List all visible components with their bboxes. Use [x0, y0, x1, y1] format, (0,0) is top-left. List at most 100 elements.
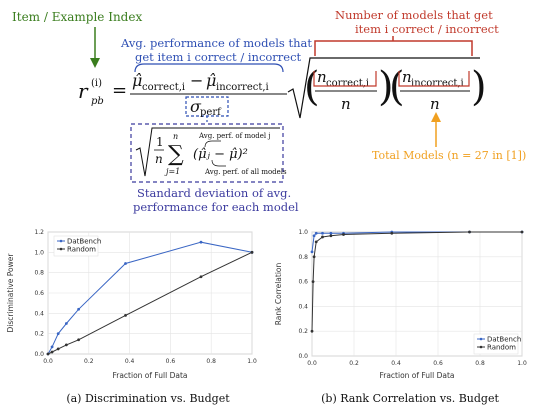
y-tick-label: 0.0 — [298, 353, 308, 360]
data-point-random — [390, 231, 394, 235]
y-tick-label: 0.8 — [34, 270, 44, 277]
x-tick-label: 0.0 — [307, 360, 317, 367]
num-models-bracket — [314, 40, 473, 56]
data-point-datbench — [314, 231, 318, 235]
formula-mu-incorrect: μ̂ — [206, 71, 216, 90]
svg-text:): ) — [378, 64, 394, 110]
svg-text:): ) — [471, 64, 487, 110]
y-tick-label: 0.2 — [34, 331, 44, 338]
data-point-datbench — [124, 262, 127, 265]
data-point-datbench — [321, 231, 324, 235]
formula-mu-correct-sub: correct,i — [142, 82, 185, 93]
svg-text:n: n — [155, 152, 163, 166]
formula-n-incorrect: n — [402, 68, 412, 86]
y-axis-label: Discriminative Power — [6, 253, 15, 333]
caption-a: (a) Discrimination vs. Budget — [66, 392, 230, 405]
series-line-datbench — [47, 241, 253, 355]
avg-perf-annotation-line1: Avg. performance of models that — [120, 36, 312, 50]
x-axis-label: Fraction of Full Data — [112, 371, 187, 380]
chart-discrimination: 0.0 0.2 0.4 0.6 0.8 1.00.00.20.40.60.81.01.2 … — [6, 229, 257, 405]
x-axis-label: Fraction of Full Data — [379, 371, 454, 380]
data-point-random — [77, 338, 80, 342]
formula-n-correct-sub: correct,i — [326, 78, 369, 89]
x-tick-label: 0.6 — [166, 358, 176, 365]
data-point-datbench — [77, 307, 80, 311]
svg-text:n: n — [173, 132, 178, 141]
svg-text:(: ( — [389, 64, 405, 110]
legend-label: Random — [487, 344, 516, 352]
data-point-random — [312, 255, 316, 259]
caption-b: (b) Rank Correlation vs. Budget — [321, 392, 499, 405]
svg-text:=: = — [112, 80, 127, 101]
x-tick-label: 0.6 — [433, 360, 443, 367]
num-models-annotation-line1: Number of models that get — [335, 8, 493, 22]
x-tick-label: 0.4 — [391, 360, 401, 367]
n-incorrect-box — [398, 71, 470, 87]
data-point-random — [199, 275, 203, 279]
data-point-random — [50, 350, 54, 354]
svg-text:n: n — [341, 95, 351, 113]
avg-perf-brace — [134, 63, 284, 73]
x-tick-label: 0.0 — [43, 358, 53, 365]
formula-mu-correct: μ̂ — [132, 71, 142, 90]
data-point-datbench — [312, 234, 316, 238]
formula-n-incorrect-sub: incorrect,i — [411, 78, 464, 89]
legend-label: Random — [67, 246, 96, 254]
x-tick-label: 1.0 — [247, 358, 257, 365]
num-models-annotation-line2: item i correct / incorrect — [355, 22, 499, 36]
svg-text:n: n — [430, 95, 440, 113]
data-point-random — [314, 240, 318, 244]
data-point-random — [56, 347, 60, 351]
std-dev-annotation-line2: performance for each model — [133, 200, 299, 214]
data-point-random — [46, 352, 50, 356]
y-tick-label: 0.4 — [34, 310, 44, 317]
data-point-datbench — [64, 322, 68, 325]
item-index-annotation: Item / Example Index — [12, 10, 142, 24]
svg-text:(: ( — [304, 64, 320, 110]
summation-sign: ∑ — [168, 142, 184, 167]
legend-label: DatBench — [67, 238, 101, 246]
item-index-arrowhead — [90, 58, 100, 68]
data-point-datbench — [199, 240, 203, 244]
series-line-random — [311, 231, 522, 332]
total-models-annotation: Total Models (n = 27 in [1]) — [372, 149, 526, 162]
x-tick-label: 0.4 — [125, 358, 135, 365]
formula-lhs-sup: (i) — [91, 78, 102, 89]
svg-text:1: 1 — [156, 135, 164, 149]
y-tick-label: 0.8 — [298, 254, 308, 261]
formula-n-correct: n — [317, 68, 327, 86]
x-tick-label: 0.2 — [84, 358, 94, 365]
y-axis-label: Rank Correlation — [274, 263, 283, 326]
y-tick-label: 1.0 — [34, 249, 44, 256]
svg-text:j=1: j=1 — [164, 167, 180, 176]
y-tick-label: 0.6 — [34, 290, 44, 297]
y-tick-label: 1.0 — [298, 229, 308, 236]
note-model-j: Avg. perf. of model j — [198, 132, 271, 140]
data-point-random — [468, 230, 471, 234]
data-point-random — [311, 280, 315, 283]
legend-label: DatBench — [487, 336, 521, 344]
svg-text:−: − — [190, 71, 203, 90]
data-point-random — [520, 230, 524, 234]
formula-lhs-symbol: r — [78, 79, 89, 103]
y-tick-label: 0.0 — [34, 351, 44, 358]
data-point-datbench — [329, 231, 333, 235]
data-point-random — [342, 233, 345, 236]
formula-sigma: σ — [190, 97, 202, 116]
chart-rank-correlation: 0.0 0.2 0.4 0.6 0.8 1.0 0.0 0.2 0.4 0.6 0.8 1.0 Fra… — [274, 229, 527, 405]
data-point-random — [64, 343, 68, 347]
sqrt-sign — [287, 57, 480, 119]
data-point-datbench — [50, 345, 54, 349]
x-tick-label: 1.0 — [517, 360, 527, 367]
formula-mu-incorrect-sub: incorrect,i — [216, 82, 269, 93]
data-point-random — [329, 234, 333, 238]
sum-term: (μ̂ⱼ − μ̂)² — [193, 147, 248, 162]
data-point-random — [124, 313, 127, 317]
formula-lhs-sub: pb — [91, 96, 104, 107]
data-point-random — [310, 329, 314, 333]
data-point-datbench — [56, 332, 60, 336]
formula: r (i) pb = μ̂ correct,i − μ̂ incorrect,i… — [78, 57, 526, 214]
x-tick-label: 0.2 — [349, 360, 359, 367]
y-tick-label: 0.4 — [298, 303, 308, 310]
